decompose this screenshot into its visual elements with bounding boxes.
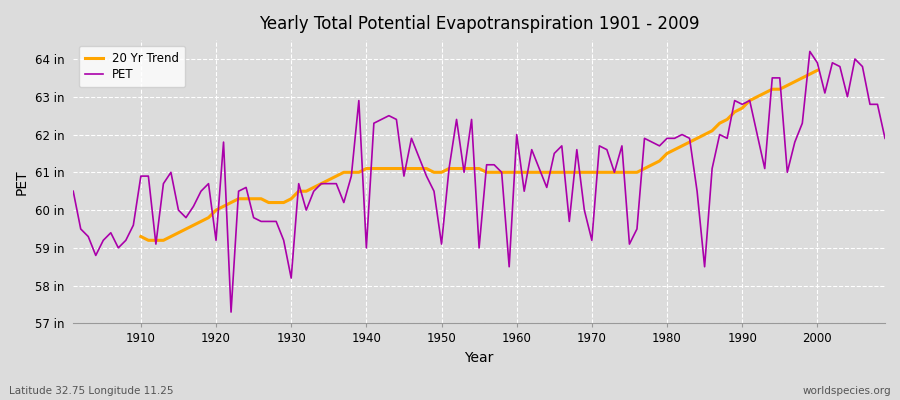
20 Yr Trend [511,170,522,175]
PET [226,310,237,314]
PET [128,223,139,228]
Y-axis label: PET: PET [15,169,29,194]
20 Yr Trend [504,170,515,175]
PET [609,170,620,175]
20 Yr Trend [601,170,612,175]
PET [511,132,522,137]
PET [518,189,529,194]
Line: 20 Yr Trend: 20 Yr Trend [141,70,817,240]
PET [346,174,356,178]
PET [805,49,815,54]
PET [879,136,890,141]
Legend: 20 Yr Trend, PET: 20 Yr Trend, PET [79,46,185,87]
Line: PET: PET [73,52,885,312]
Text: worldspecies.org: worldspecies.org [803,386,891,396]
20 Yr Trend [293,189,304,194]
Text: Latitude 32.75 Longitude 11.25: Latitude 32.75 Longitude 11.25 [9,386,174,396]
20 Yr Trend [338,170,349,175]
Title: Yearly Total Potential Evapotranspiration 1901 - 2009: Yearly Total Potential Evapotranspiratio… [259,15,699,33]
PET [68,189,78,194]
X-axis label: Year: Year [464,351,494,365]
PET [301,208,311,212]
